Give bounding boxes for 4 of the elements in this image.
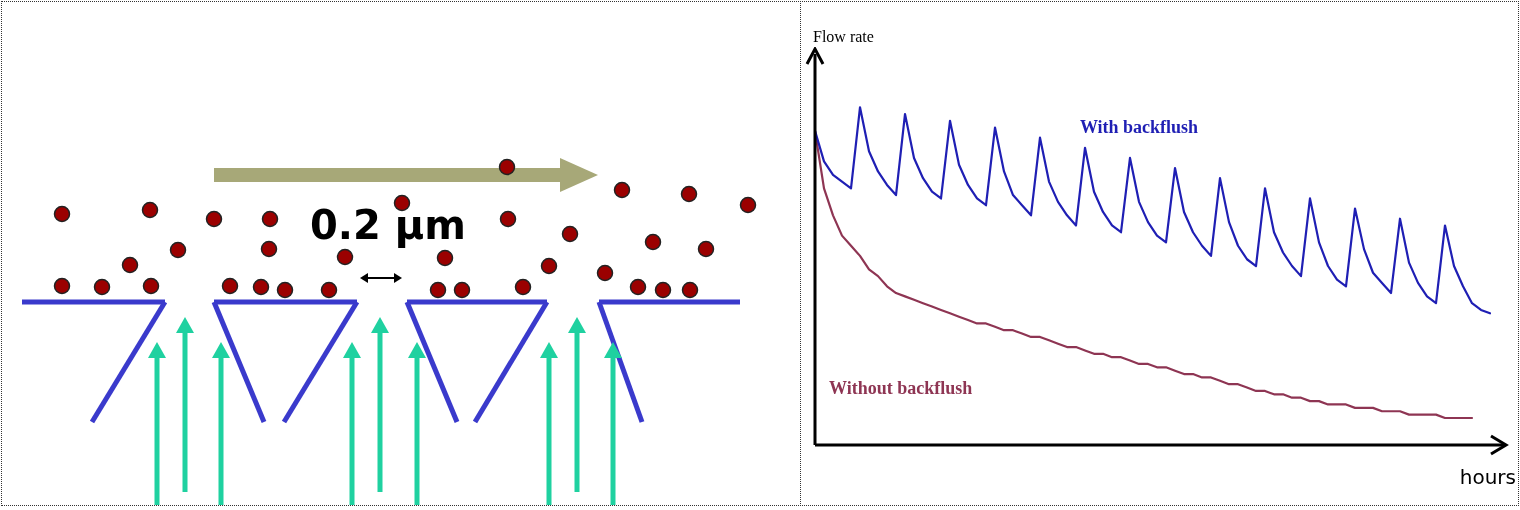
x-axis-title: hours [1459,465,1516,490]
series-label: With backflush [1079,116,1199,137]
text: Without backflush [829,377,973,398]
y-axis-title: Flow rate [813,28,874,46]
